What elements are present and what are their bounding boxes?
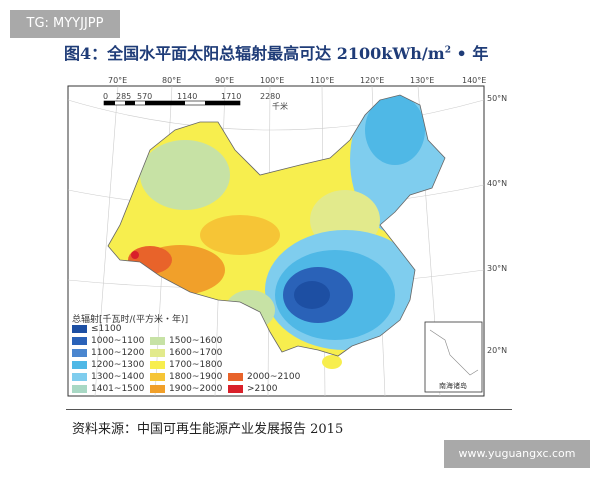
south-china-sea-inset [424, 321, 483, 393]
legend-label: 1800~1900 [169, 372, 223, 382]
scale-tick: 1140 [177, 92, 198, 101]
legend-item: >2100 [228, 384, 277, 394]
lon-label: 130°E [410, 76, 435, 85]
watermark-top: TG: MYYJJPP [10, 10, 120, 38]
lon-label: 90°E [215, 76, 235, 85]
scale-tick: 1710 [221, 92, 242, 101]
legend-swatch [150, 361, 165, 369]
scale-tick: 285 [116, 92, 132, 101]
lon-label: 70°E [108, 76, 128, 85]
watermark-bottom: www.yuguangxc.com [444, 440, 590, 468]
lon-label: 140°E [462, 76, 487, 85]
lon-label: 120°E [360, 76, 385, 85]
legend-item: 1000~1100 [72, 336, 144, 346]
legend-swatch [72, 325, 87, 333]
legend-label: 2000~2100 [247, 372, 301, 382]
scale-tick: 0 [103, 92, 109, 101]
lat-label: 50°N [487, 94, 508, 103]
lon-label: 80°E [162, 76, 182, 85]
legend-label: 1100~1200 [91, 348, 145, 358]
scale-bar [103, 100, 241, 106]
legend-swatch [150, 373, 165, 381]
legend-swatch [72, 349, 87, 357]
legend-item: 1800~1900 [150, 372, 222, 382]
legend-item: 1500~1600 [150, 336, 222, 346]
legend-label: ≤1100 [91, 324, 122, 334]
title-tail: • 年 [450, 44, 489, 63]
legend-item: 1401~1500 [72, 384, 144, 394]
title-text: 图4：全国水平面太阳总辐射最高可达 2100kWh/m [64, 44, 445, 63]
legend-label: 1600~1700 [169, 348, 223, 358]
divider [66, 409, 512, 410]
scale-unit: 千米 [272, 102, 288, 111]
legend-item: 1700~1800 [150, 360, 222, 370]
legend-title: 总辐射[千瓦时/(平方米・年)] [72, 315, 189, 325]
legend-label: 1700~1800 [169, 360, 223, 370]
legend-label: 1900~2000 [169, 384, 223, 394]
legend-item: 1200~1300 [72, 360, 144, 370]
legend-label: 1200~1300 [91, 360, 145, 370]
legend-label: 1000~1100 [91, 336, 145, 346]
legend-item: 1900~2000 [150, 384, 222, 394]
title-sup: 2 [444, 45, 451, 56]
legend-swatch [72, 373, 87, 381]
legend-item: 2000~2100 [228, 372, 300, 382]
legend-item: 1100~1200 [72, 348, 144, 358]
lat-label: 30°N [487, 264, 508, 273]
legend-swatch [72, 385, 87, 393]
legend-label: 1401~1500 [91, 384, 145, 394]
legend-swatch [228, 385, 243, 393]
legend-item: 1300~1400 [72, 372, 144, 382]
inset-label: 南海诸岛 [439, 381, 467, 390]
legend-item: ≤1100 [72, 324, 121, 334]
lon-label: 110°E [310, 76, 335, 85]
scale-tick: 2280 [260, 92, 281, 101]
legend-label: >2100 [247, 384, 278, 394]
china-border [107, 94, 446, 357]
legend-swatch [150, 337, 165, 345]
lat-label: 20°N [487, 346, 508, 355]
legend-swatch [150, 385, 165, 393]
legend-item: 1600~1700 [150, 348, 222, 358]
figure-title: 图4：全国水平面太阳总辐射最高可达 2100kWh/m2 • 年 [64, 40, 488, 64]
legend-label: 1500~1600 [169, 336, 223, 346]
legend-label: 1300~1400 [91, 372, 145, 382]
source-note: 资料来源：中国可再生能源产业发展报告 2015 [72, 422, 344, 437]
scale-tick: 570 [137, 92, 153, 101]
legend-swatch [72, 361, 87, 369]
legend-swatch [72, 337, 87, 345]
legend-swatch [150, 349, 165, 357]
legend-swatch [228, 373, 243, 381]
lon-label: 100°E [260, 76, 285, 85]
lat-label: 40°N [487, 179, 508, 188]
